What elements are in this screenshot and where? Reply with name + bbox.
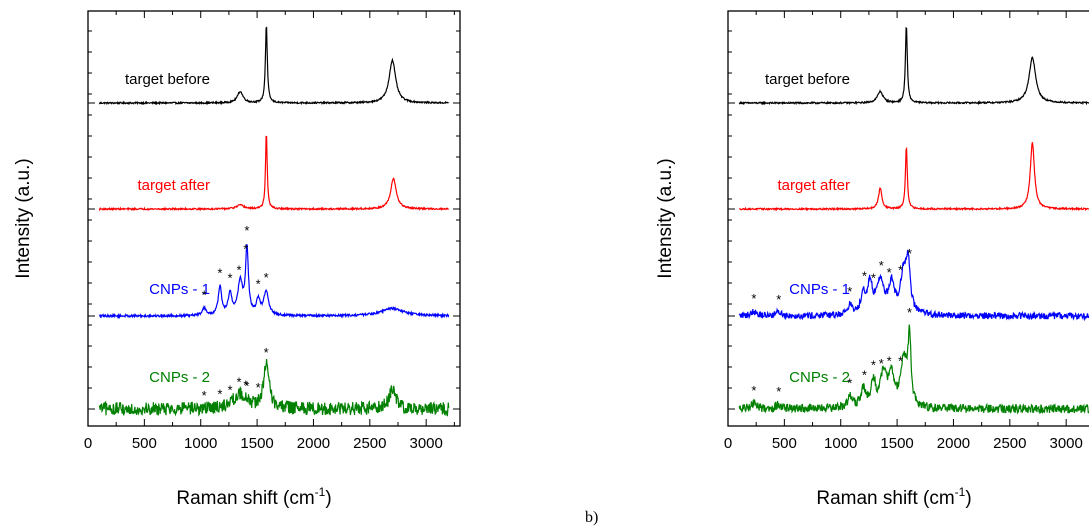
peak-marker: *	[217, 265, 222, 280]
peak-marker: *	[907, 305, 912, 320]
x-tick-label: 1000	[824, 435, 857, 452]
series-label: CNPs - 2	[149, 369, 210, 386]
x-tick-label: 2500	[993, 435, 1026, 452]
peak-marker: *	[898, 354, 903, 369]
x-tick-label: 2000	[937, 435, 970, 452]
peak-marker: *	[264, 345, 269, 360]
series-label: target before	[765, 71, 850, 88]
x-tick-label: 500	[132, 435, 157, 452]
x-tick-label: 3000	[1049, 435, 1082, 452]
chart-panel-2: 0 500 1000 1500 2000 2500 3000 Raman shift (cm-…	[655, 10, 1089, 509]
peak-marker: *	[879, 258, 884, 273]
peak-marker: *	[256, 277, 261, 292]
peak-marker: *	[776, 384, 781, 399]
peak-marker: *	[879, 356, 884, 371]
x-axis-title: Raman shift (cm-1)	[176, 485, 331, 509]
series-label: target after	[777, 177, 850, 194]
peak-marker: *	[217, 386, 222, 401]
series-line	[98, 358, 450, 417]
chart-panel-1: 0 500 1000 1500 2000 2500 3000 Raman shift (cm-…	[13, 10, 461, 509]
series-line	[738, 26, 1089, 106]
series-line	[98, 135, 450, 212]
peak-marker: *	[871, 357, 876, 372]
peak-marker: *	[244, 223, 249, 238]
peak-marker: *	[862, 268, 867, 283]
peak-marker: *	[243, 242, 248, 257]
x-tick-label: 2500	[353, 435, 386, 452]
peak-marker: *	[243, 378, 248, 393]
peak-marker: *	[202, 388, 207, 403]
x-tick-label: 1000	[184, 435, 217, 452]
series-label: target after	[137, 177, 210, 194]
peak-marker: *	[237, 374, 242, 389]
peak-marker: *	[898, 263, 903, 278]
y-axis-title: Intensity (a.u.)	[655, 158, 676, 278]
x-tick-label: 1500	[240, 435, 273, 452]
panel-tag: b)	[585, 509, 598, 526]
peak-marker: *	[237, 262, 242, 277]
series-label: CNPs - 2	[789, 369, 850, 386]
peak-marker: *	[871, 271, 876, 286]
x-tick-label: 3000	[409, 435, 442, 452]
series-line	[739, 142, 1089, 212]
peak-marker: *	[228, 382, 233, 397]
series-line	[738, 249, 1089, 322]
peak-marker: *	[907, 246, 912, 261]
x-tick-label: 500	[772, 435, 797, 452]
x-tick-label: 0	[724, 435, 732, 452]
peak-marker: *	[887, 265, 892, 280]
peak-marker: *	[256, 380, 261, 395]
series-label: CNPs - 1	[789, 281, 850, 298]
plot-frame	[87, 10, 461, 427]
peak-marker: *	[862, 368, 867, 383]
x-tick-label: 1500	[880, 435, 913, 452]
peak-marker: *	[847, 284, 852, 299]
peak-marker: *	[228, 271, 233, 286]
peak-marker: *	[776, 292, 781, 307]
series-line	[738, 324, 1089, 415]
x-tick-label: 0	[84, 435, 92, 452]
x-axis-title: Raman shift (cm-1)	[816, 485, 971, 509]
plot-frame	[727, 10, 1089, 427]
peak-marker: *	[244, 379, 249, 394]
series-label: target before	[125, 71, 210, 88]
peak-marker: *	[202, 287, 207, 302]
x-tick-label: 2000	[297, 435, 330, 452]
series-line	[98, 26, 449, 106]
peak-marker: *	[887, 354, 892, 369]
series-label: CNPs - 1	[149, 281, 210, 298]
peak-marker: *	[847, 376, 852, 391]
peak-marker: *	[751, 383, 756, 398]
series-line	[99, 244, 450, 320]
y-axis-title: Intensity (a.u.)	[13, 158, 34, 278]
peak-marker: *	[264, 270, 269, 285]
peak-marker: *	[751, 291, 756, 306]
